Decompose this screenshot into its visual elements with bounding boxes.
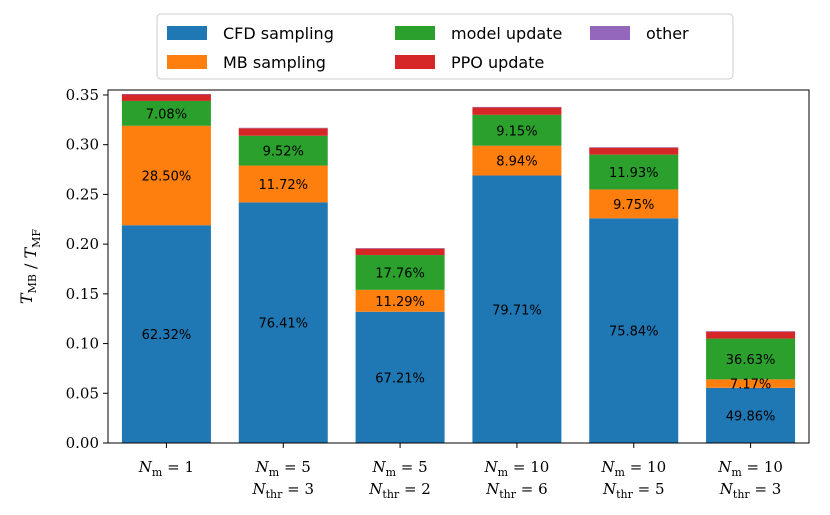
- y-axis: 0.00 0.05 0.10 0.15 0.20 0.25 0.30 0.35: [66, 86, 108, 452]
- bar-segment-mb-sampling-4: [589, 189, 679, 219]
- y-axis-title: TMB / TMF: [17, 229, 43, 305]
- bar-segment-mb-sampling-5: [706, 379, 796, 388]
- segment-label: 28.50%: [142, 170, 192, 185]
- bar-segment-ppo-update-0: [121, 94, 211, 101]
- bar-segment-model-update-0: [121, 100, 211, 126]
- legend: CFD sampling MB sampling model update PPO u…: [156, 13, 734, 80]
- legend-swatch: [395, 26, 435, 40]
- bar-segment-cfd-sampling-0: [121, 225, 211, 443]
- bar-segment-ppo-update-4: [589, 147, 679, 155]
- segment-label: 49.86%: [726, 409, 776, 424]
- legend-label: CFD sampling: [223, 24, 334, 43]
- bar-segment-ppo-update-5: [706, 331, 796, 339]
- bar-segment-cfd-sampling-5: [706, 387, 796, 443]
- segment-label: 8.94%: [496, 155, 537, 170]
- bar-segment-mb-sampling-2: [355, 289, 445, 312]
- y-tick-label: 0.10: [66, 335, 99, 353]
- legend-swatch: [590, 26, 630, 40]
- x-tick-label: Nm = 1: [138, 458, 194, 479]
- bar-segment-ppo-update-2: [355, 248, 445, 256]
- segment-label: 67.21%: [375, 371, 425, 386]
- bar-segment-cfd-sampling-4: [589, 218, 679, 443]
- bar-segment-model-update-4: [589, 154, 679, 190]
- y-tick-label: 0.30: [66, 136, 99, 154]
- bar-segment-model-update-2: [355, 255, 445, 290]
- legend-label: model update: [451, 24, 562, 43]
- bar-segment-cfd-sampling-3: [472, 175, 562, 443]
- bar-segment-model-update-1: [238, 135, 328, 166]
- legend-label: PPO update: [451, 53, 544, 72]
- y-tick-label: 0.25: [66, 185, 99, 203]
- y-tick-label: 0.00: [66, 434, 99, 452]
- bar-segment-mb-sampling-1: [238, 165, 328, 203]
- segment-label: 17.76%: [375, 266, 425, 281]
- plot-frame: [107, 89, 810, 444]
- segment-label: 9.15%: [496, 124, 537, 139]
- segment-label: 11.72%: [258, 178, 308, 193]
- bar-segment-mb-sampling-0: [121, 125, 211, 226]
- y-tick-label: 0.05: [66, 384, 99, 402]
- bar-segment-ppo-update-3: [472, 107, 562, 115]
- x-tick-label-line2: Nthr = 2: [368, 480, 431, 501]
- segment-label: 36.63%: [726, 353, 776, 368]
- y-tick-label: 0.20: [66, 235, 99, 253]
- legend-swatch: [167, 26, 207, 40]
- segment-label: 11.93%: [609, 166, 659, 181]
- y-tick-label: 0.15: [66, 285, 99, 303]
- segment-label: 7.08%: [146, 107, 187, 122]
- bar-segment-cfd-sampling-2: [355, 311, 445, 443]
- bar-segment-model-update-5: [706, 338, 796, 380]
- legend-box: [156, 13, 734, 80]
- legend-swatch: [395, 55, 435, 69]
- x-tick-label-line2: Nthr = 6: [485, 480, 548, 501]
- bars-group: [121, 93, 796, 443]
- x-tick-label: Nm = 10: [484, 458, 550, 479]
- x-tick-label-line2: Nthr = 3: [251, 480, 314, 501]
- segment-label: 79.71%: [492, 303, 542, 318]
- x-tick-label: Nm = 5: [371, 458, 427, 479]
- bar-segment-cfd-sampling-1: [238, 202, 328, 443]
- legend-swatch: [167, 55, 207, 69]
- x-tick-label-line2: Nthr = 3: [719, 480, 782, 501]
- bar-segment-mb-sampling-3: [472, 145, 562, 176]
- legend-label: other: [646, 24, 689, 43]
- segment-label: 11.29%: [375, 295, 425, 310]
- x-tick-label: Nm = 5: [255, 458, 311, 479]
- segment-label: 9.75%: [613, 198, 654, 213]
- bar-segment-model-update-3: [472, 114, 562, 146]
- segment-label: 9.52%: [263, 145, 304, 160]
- legend-label: MB sampling: [223, 53, 326, 72]
- x-tick-label: Nm = 10: [600, 458, 666, 479]
- segment-label: 76.41%: [258, 317, 308, 332]
- segment-labels-group: 62.32% 28.50% 7.08% 76.41% 11.72% 9.52% 67.21%…: [142, 107, 776, 424]
- y-tick-label: 0.35: [66, 86, 99, 104]
- segment-label: 62.32%: [142, 328, 192, 343]
- segment-label: 75.84%: [609, 325, 659, 340]
- segment-label: 7.17%: [730, 378, 771, 393]
- x-tick-label-line2: Nthr = 5: [602, 480, 665, 501]
- bar-segment-ppo-update-1: [238, 128, 328, 136]
- x-tick-label: Nm = 10: [717, 458, 783, 479]
